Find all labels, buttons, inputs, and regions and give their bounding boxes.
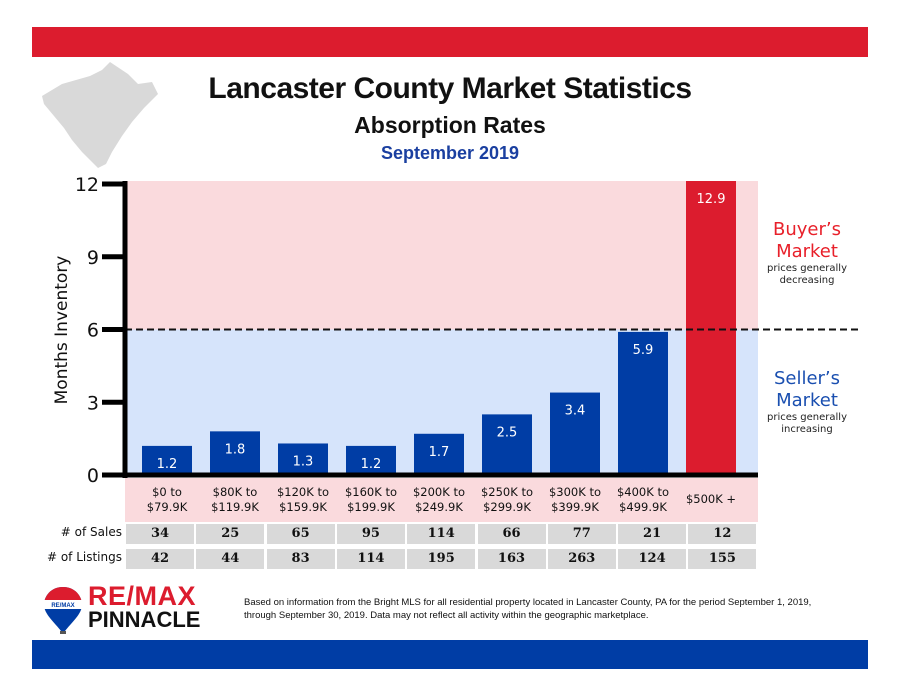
sales-cell-3: 95 (336, 524, 405, 544)
listings-cell-8: 155 (688, 549, 757, 569)
sales-cell-1: 25 (196, 524, 265, 544)
bar-label-8: 12.9 (697, 192, 726, 207)
listings-cell-0: 42 (126, 549, 194, 569)
y-tick-label-6: 6 (87, 320, 99, 342)
bar-label-7: 5.9 (633, 343, 654, 358)
sales-cell-0: 34 (126, 524, 194, 544)
absorption-rate-chart: 1.2 1.8 1.3 1.2 1.7 2.5 3.4 5.9 12.9 0 3 6 9 12 (75, 174, 860, 487)
buyers-market-label: Buyer’s Market prices generally decreasi… (752, 219, 862, 287)
category-label-line: $79.9K (146, 500, 188, 514)
bar-label-4: 1.7 (429, 445, 450, 460)
buyers-market-title-line2: Market (776, 241, 838, 262)
sales-cell-4: 114 (407, 524, 476, 544)
bar-label-0: 1.2 (157, 457, 178, 472)
bar-label-3: 1.2 (361, 457, 382, 472)
category-label-line: $119.9K (211, 500, 259, 514)
category-label-line: $500K + (685, 492, 737, 506)
bottom-blue-banner (32, 640, 868, 669)
sellers-market-label: Seller’s Market prices generally increas… (752, 368, 862, 436)
listings-cell-7: 124 (618, 549, 687, 569)
bar-4 (414, 433, 464, 475)
buyers-market-title-line1: Buyer’s (773, 219, 841, 240)
category-label-3: $160K to $199.9K (337, 485, 405, 515)
category-label-line: $250K to (480, 485, 533, 499)
bar-0 (142, 445, 192, 475)
sellers-market-note-line1: prices generally (767, 412, 847, 423)
bar-8 (686, 181, 736, 475)
category-label-line: $499.9K (619, 500, 667, 514)
page-subtitle: Absorption Rates (354, 112, 546, 138)
sellers-market-title-line2: Market (776, 390, 838, 411)
listings-cell-4: 195 (407, 549, 476, 569)
sellers-market-title-line1: Seller’s (773, 368, 841, 389)
bar-3 (346, 445, 396, 475)
category-label-line: $159.9K (279, 500, 327, 514)
logo-pinnacle-text: PINNACLE (88, 607, 201, 632)
bar-2 (278, 443, 328, 475)
category-label-line: $249.9K (415, 500, 463, 514)
sales-cell-8: 12 (688, 524, 757, 544)
category-label-line: $200K to (412, 485, 465, 499)
category-label-line: $0 to (152, 485, 182, 499)
category-label-line: $160K to (344, 485, 397, 499)
buyers-market-zone (125, 181, 758, 330)
y-tick-label-9: 9 (87, 247, 99, 269)
sales-cell-6: 77 (547, 524, 616, 544)
category-label-line: $199.9K (347, 500, 395, 514)
bar-label-6: 3.4 (565, 404, 586, 419)
buyers-market-note-line1: prices generally (767, 263, 847, 274)
category-label-8: $500K + (677, 492, 745, 507)
logo-remax-text: RE/MAX (88, 581, 197, 611)
category-label-1: $80K to $119.9K (201, 485, 269, 515)
report-period: September 2019 (380, 143, 520, 163)
category-label-4: $200K to $249.9K (405, 485, 473, 515)
bar-label-2: 1.3 (293, 454, 314, 469)
data-disclaimer: Based on information from the Bright MLS… (244, 597, 812, 621)
buyers-market-note-line2: decreasing (779, 275, 835, 286)
listings-cell-5: 163 (477, 549, 546, 569)
remax-balloon-icon: RE/MAX (44, 587, 82, 634)
balloon-text: RE/MAX (51, 603, 74, 609)
remax-pinnacle-logo: RE/MAX PINNACLE (88, 581, 201, 632)
bar-label-5: 2.5 (497, 425, 518, 440)
listings-cell-6: 263 (547, 549, 616, 569)
listings-row-label: # of Listings (46, 550, 122, 564)
y-tick-label-0: 0 (87, 465, 99, 487)
bar-5 (482, 414, 532, 475)
bar-6 (550, 392, 600, 475)
category-label-2: $120K to $159.9K (269, 485, 337, 515)
category-label-line: $120K to (276, 485, 329, 499)
category-label-6: $300K to $399.9K (541, 485, 609, 515)
y-tick-label-12: 12 (75, 174, 99, 196)
category-header-row (125, 478, 758, 522)
sellers-market-note-line2: increasing (781, 424, 833, 435)
category-label-5: $250K to $299.9K (473, 485, 541, 515)
category-label-line: $300K to (548, 485, 601, 499)
bar-label-1: 1.8 (225, 442, 246, 457)
category-label-7: $400K to $499.9K (609, 485, 677, 515)
category-label-line: $299.9K (483, 500, 531, 514)
sales-cell-2: 65 (266, 524, 335, 544)
listings-cell-3: 114 (336, 549, 405, 569)
bar-7 (618, 331, 668, 475)
category-label-line: $400K to (616, 485, 669, 499)
sales-cell-7: 21 (618, 524, 687, 544)
listings-cell-2: 83 (266, 549, 335, 569)
category-label-line: $80K to (212, 485, 258, 499)
category-label-line: $399.9K (551, 500, 599, 514)
page-title: Lancaster County Market Statistics (208, 72, 692, 105)
sales-row-label: # of Sales (60, 525, 122, 539)
y-tick-label-3: 3 (87, 392, 99, 414)
y-axis-label: Months Inventory (52, 255, 72, 405)
sales-cell-5: 66 (477, 524, 546, 544)
county-map-icon (42, 62, 158, 168)
top-red-banner (32, 27, 868, 57)
category-label-0: $0 to $79.9K (133, 485, 201, 515)
bar-1 (210, 431, 260, 475)
listings-cell-1: 44 (196, 549, 265, 569)
